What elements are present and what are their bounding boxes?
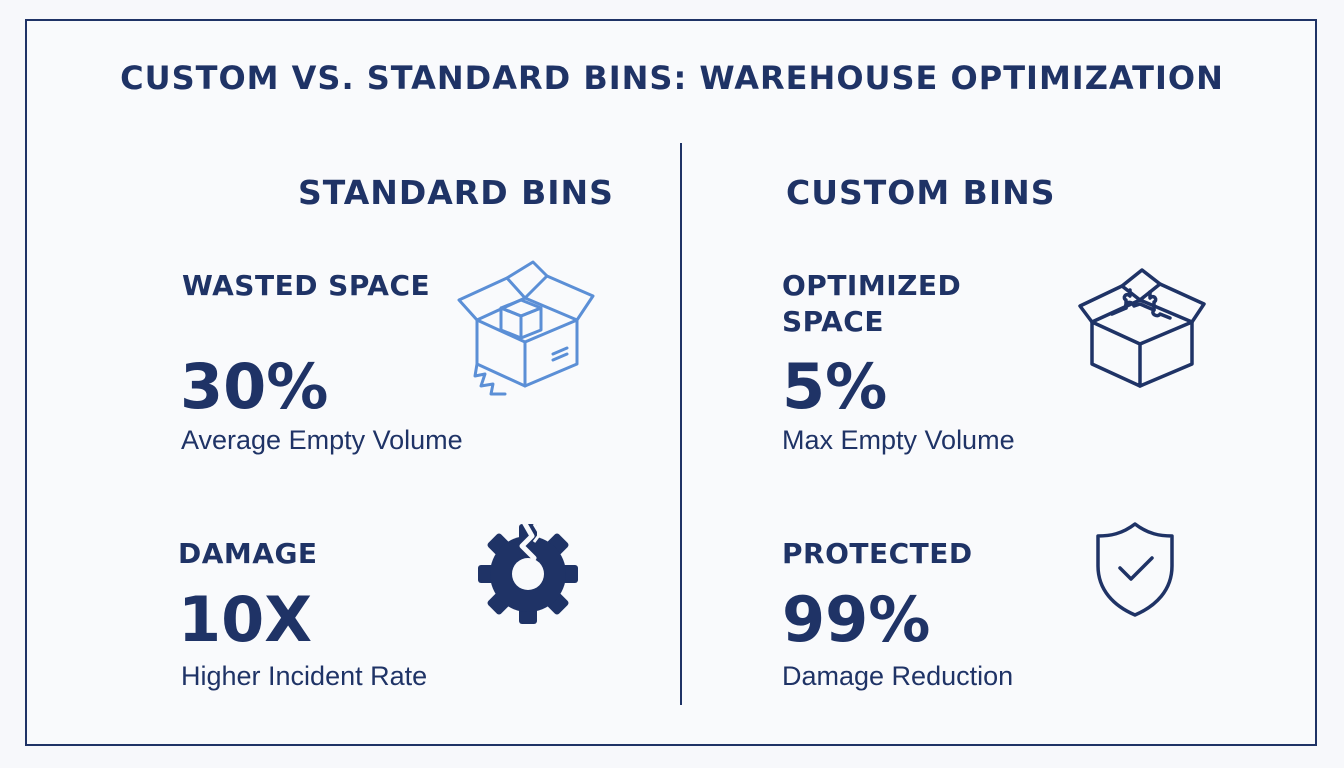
standard-bins-heading: STANDARD BINS bbox=[298, 173, 614, 212]
damage-value: 10X bbox=[178, 583, 313, 656]
open-box-icon bbox=[457, 260, 595, 396]
column-divider bbox=[680, 143, 682, 705]
optimized-space-value: 5% bbox=[782, 350, 888, 423]
optimized-space-caption: Max Empty Volume bbox=[782, 425, 1015, 455]
damage-label: DAMAGE bbox=[178, 537, 318, 570]
wasted-space-label: WASTED SPACE bbox=[182, 269, 431, 302]
damage-caption: Higher Incident Rate bbox=[181, 661, 428, 691]
custom-bins-heading: CUSTOM BINS bbox=[786, 173, 1056, 212]
shield-check-icon bbox=[1096, 522, 1174, 617]
broken-gear-icon bbox=[478, 520, 578, 624]
protected-label: PROTECTED bbox=[782, 537, 973, 570]
wasted-space-value: 30% bbox=[180, 350, 329, 423]
optimized-space-label-line2: SPACE bbox=[782, 305, 884, 338]
infographic-frame bbox=[25, 19, 1317, 746]
page-title: CUSTOM VS. STANDARD BINS: WAREHOUSE OPTI… bbox=[120, 59, 1224, 97]
protected-caption: Damage Reduction bbox=[782, 661, 1014, 691]
puzzle-box-icon bbox=[1078, 268, 1206, 388]
protected-value: 99% bbox=[782, 583, 931, 656]
optimized-space-label-line1: OPTIMIZED bbox=[782, 269, 962, 302]
wasted-space-caption: Average Empty Volume bbox=[181, 425, 463, 455]
